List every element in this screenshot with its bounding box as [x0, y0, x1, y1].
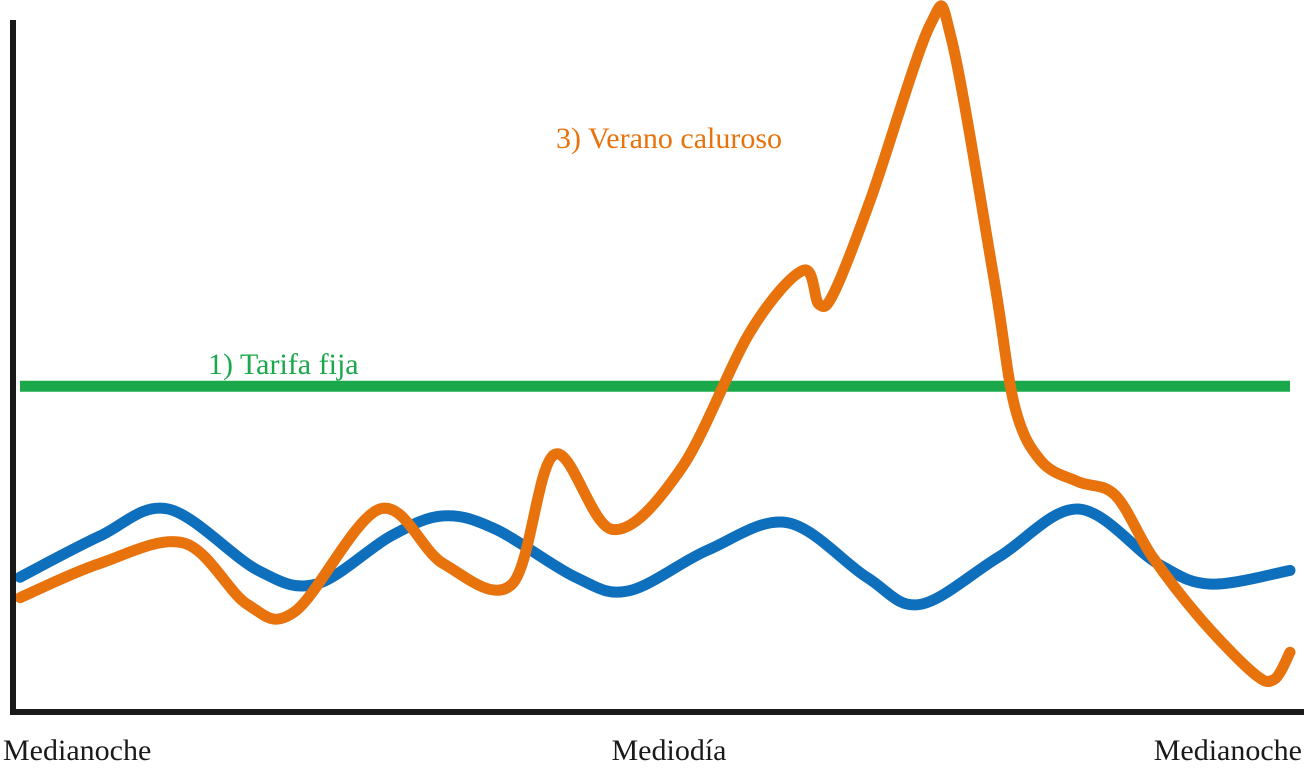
series-label-hot-summer: 3) Verano caluroso — [556, 122, 782, 155]
series-line-normal-day — [14, 502, 1296, 611]
x-tick-label-midnight-end: Medianoche — [1154, 734, 1302, 767]
series-layer — [14, 0, 1296, 688]
x-tick-label-midnight-start: Medianoche — [3, 734, 151, 767]
series-line-hot-summer — [14, 0, 1296, 688]
series-label-fixed-rate: 1) Tarifa fija — [208, 348, 359, 381]
x-tick-label-noon: Mediodía — [612, 734, 727, 767]
